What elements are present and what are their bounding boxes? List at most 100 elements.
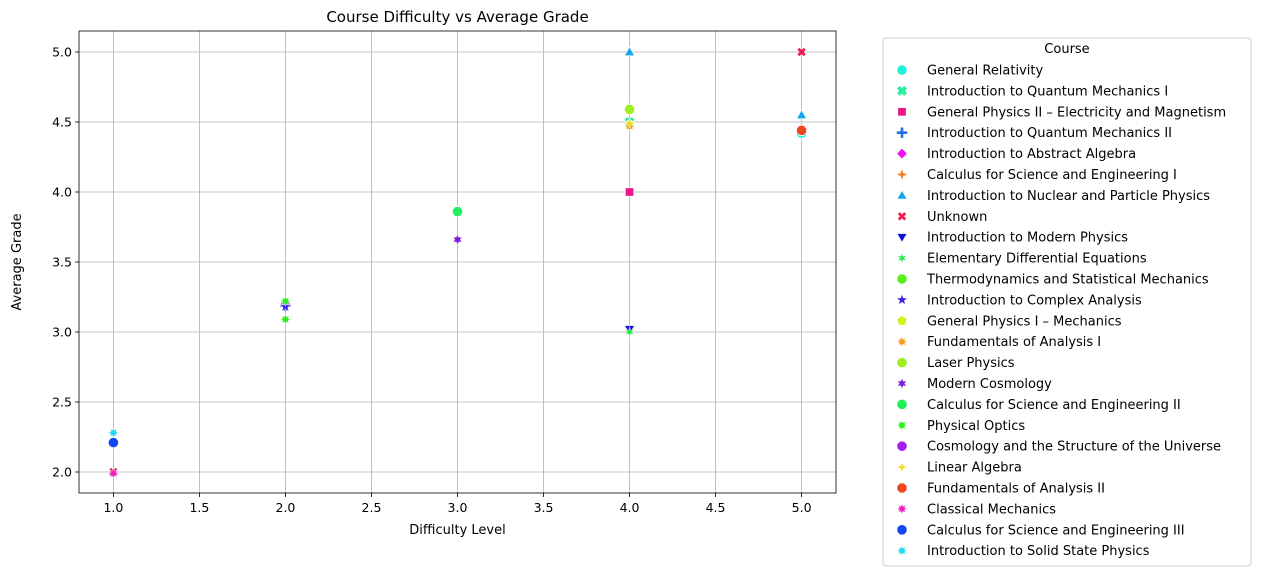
legend-item: Introduction to Solid State Physics: [896, 544, 1150, 559]
data-point: [796, 124, 808, 136]
legend-marker: [896, 544, 908, 557]
legend-item: Laser Physics: [896, 356, 1015, 371]
legend-label: Elementary Differential Equations: [927, 252, 1147, 267]
legend-marker: [896, 419, 908, 432]
axis-ticks: 1.0 1.5 2.0 2.5 3.0 3.5 4.0 4.5 5.0 2.0 2.5 3.0 3.5 4…: [52, 45, 811, 516]
legend-label: Physical Optics: [927, 419, 1025, 434]
legend-item: Elementary Differential Equations: [896, 252, 1147, 267]
legend-items: General Relativity Introduction to Quantu…: [895, 64, 1226, 559]
legend-label: Introduction to Nuclear and Particle Phy…: [927, 189, 1210, 204]
legend-marker: [896, 398, 908, 410]
data-point: [452, 206, 463, 218]
legend-item: General Physics I – Mechanics: [896, 314, 1122, 329]
data-point: [624, 117, 636, 129]
legend-item: Introduction to Nuclear and Particle Phy…: [896, 189, 1210, 204]
grid-lines: [79, 31, 836, 493]
y-tick-label: 4.5: [52, 115, 72, 130]
x-tick-label: 5.0: [792, 500, 812, 515]
data-point: [624, 326, 635, 338]
data-point: [107, 436, 120, 449]
legend-item: Calculus for Science and Engineering II: [896, 398, 1181, 413]
legend-label: Thermodynamics and Statistical Mechanics: [926, 273, 1209, 288]
legend-item: General Relativity: [896, 64, 1044, 79]
legend-item: Classical Mechanics: [896, 502, 1056, 517]
legend-label: Introduction to Solid State Physics: [927, 544, 1150, 559]
legend-label: Introduction to Modern Physics: [927, 231, 1128, 246]
legend-marker: [896, 189, 908, 200]
data-point: [623, 103, 636, 116]
y-tick-label: 3.5: [52, 255, 72, 270]
data-point: [279, 295, 292, 307]
data-point: [452, 233, 463, 246]
legend-item: Introduction to Quantum Mechanics II: [896, 126, 1172, 141]
data-point: [624, 187, 635, 197]
legend-marker: [896, 233, 908, 244]
legend-item: Introduction to Abstract Algebra: [895, 147, 1136, 162]
legend-marker: [896, 482, 908, 494]
legend-marker: [897, 107, 907, 117]
legend-marker: [896, 335, 908, 348]
legend-marker: [895, 168, 909, 181]
legend-label: Introduction to Abstract Algebra: [927, 147, 1136, 162]
data-points: [107, 45, 808, 480]
x-axis-title: Difficulty Level: [409, 523, 505, 538]
legend-marker: [897, 377, 907, 390]
legend-marker: [896, 252, 908, 264]
legend-item: General Physics II – Electricity and Mag…: [897, 105, 1226, 120]
x-tick-label: 3.5: [534, 500, 554, 515]
legend-frame: [882, 37, 1252, 567]
x-tick-label: 4.5: [706, 500, 726, 515]
legend-marker: [896, 524, 908, 536]
legend-label: General Physics II – Electricity and Mag…: [927, 105, 1226, 120]
legend-marker: [896, 440, 908, 452]
x-tick-label: 3.0: [448, 500, 468, 515]
legend-label: Calculus for Science and Engineering I: [927, 168, 1177, 183]
legend-label: Linear Algebra: [927, 461, 1022, 476]
legend-item: Cosmology and the Structure of the Unive…: [896, 440, 1221, 455]
legend-marker: [896, 503, 908, 515]
legend-label: Cosmology and the Structure of the Unive…: [927, 440, 1221, 455]
legend-marker: [895, 293, 909, 306]
legend-label: Introduction to Quantum Mechanics I: [927, 84, 1168, 99]
data-point: [623, 45, 636, 57]
legend-item: Introduction to Complex Analysis: [895, 293, 1142, 308]
x-tick-label: 2.0: [276, 500, 296, 515]
chart-title: Course Difficulty vs Average Grade: [326, 8, 588, 26]
legend-marker: [896, 314, 908, 326]
legend-item: Fundamentals of Analysis I: [896, 335, 1101, 350]
legend-label: Calculus for Science and Engineering III: [927, 523, 1185, 538]
legend-item: Thermodynamics and Statistical Mechanics: [896, 273, 1209, 288]
legend-item: Modern Cosmology: [897, 377, 1052, 392]
y-axis-title: Average Grade: [10, 213, 25, 310]
legend-label: Calculus for Science and Engineering II: [927, 398, 1181, 413]
y-tick-label: 4.0: [52, 185, 72, 200]
legend-item: Calculus for Science and Engineering I: [895, 168, 1177, 183]
y-tick-label: 3.0: [52, 325, 72, 340]
data-point: [797, 47, 806, 57]
legend-item: Unknown: [897, 210, 987, 225]
legend-item: Introduction to Quantum Mechanics I: [896, 84, 1168, 99]
legend-marker: [895, 147, 909, 160]
legend: Course General Relativity Introduction to…: [882, 37, 1252, 567]
legend-marker: [896, 64, 908, 76]
legend-item: Fundamentals of Analysis II: [896, 482, 1105, 497]
legend-marker: [897, 212, 907, 221]
x-tick-label: 1.0: [103, 500, 123, 515]
legend-label: Classical Mechanics: [927, 502, 1056, 517]
legend-label: Introduction to Complex Analysis: [927, 293, 1142, 308]
x-tick-label: 1.5: [189, 500, 209, 515]
legend-marker: [896, 85, 908, 96]
legend-title: Course: [1044, 42, 1089, 57]
legend-label: General Physics I – Mechanics: [927, 314, 1122, 329]
data-point: [795, 109, 808, 120]
legend-label: Fundamentals of Analysis II: [927, 482, 1105, 497]
legend-item: Physical Optics: [896, 419, 1025, 434]
legend-label: Laser Physics: [927, 356, 1015, 371]
data-point: [279, 313, 292, 326]
data-point: [107, 427, 120, 439]
y-tick-label: 2.5: [52, 395, 72, 410]
x-tick-label: 2.5: [362, 500, 382, 515]
legend-label: Fundamentals of Analysis I: [927, 335, 1101, 350]
y-tick-label: 5.0: [52, 45, 72, 60]
